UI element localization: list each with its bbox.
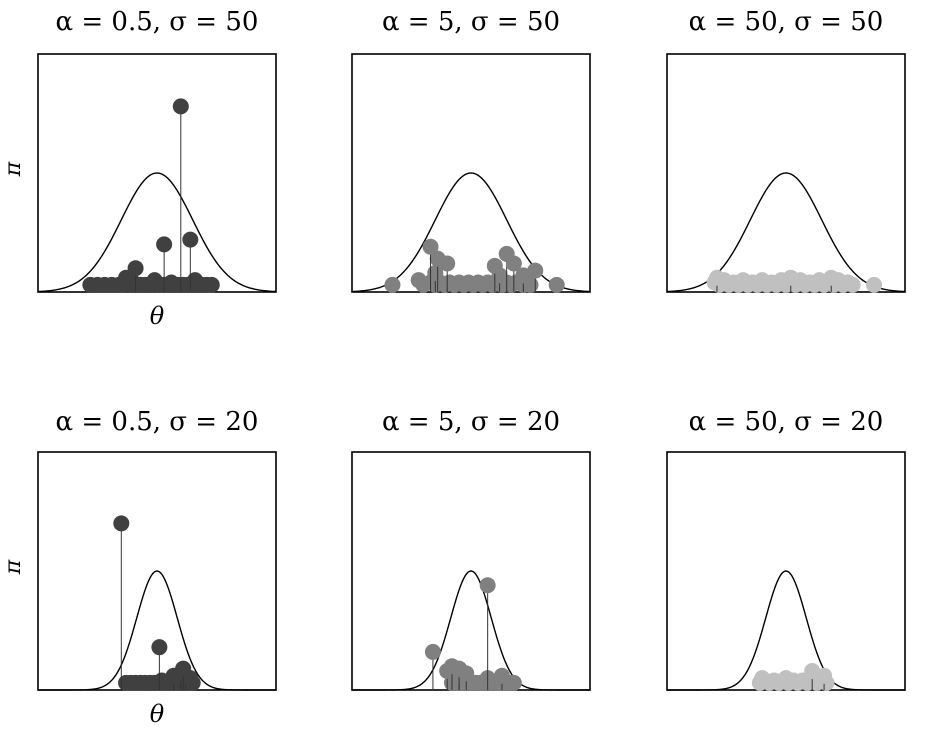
atom-point (754, 670, 771, 687)
atom-point (203, 276, 220, 293)
atom-point (175, 660, 192, 677)
atom-point (384, 276, 401, 293)
atom-point (782, 269, 799, 286)
x-axis-label: θ (150, 302, 165, 330)
atom-point (151, 639, 168, 656)
atom-point (153, 672, 170, 689)
base-measure-curve (38, 570, 276, 691)
chart-panel: α = 50, σ = 20 (666, 407, 906, 691)
chart-panel: α = 0.5, σ = 20 π θ (1, 407, 277, 728)
atom-point (427, 264, 444, 281)
atom-point (823, 269, 840, 286)
chart-panel: α = 5, σ = 50 (351, 7, 591, 293)
x-axis-label: θ (150, 700, 165, 728)
chart-panel: α = 5, σ = 20 (351, 407, 591, 691)
atom-point (527, 262, 544, 279)
atom-point (778, 670, 794, 687)
atom-point (479, 577, 496, 594)
base-measure-curve (351, 172, 591, 293)
atom-point (182, 231, 199, 248)
chart-panel: α = 50, σ = 50 (666, 7, 906, 293)
atom-point (424, 643, 441, 660)
atom-point (458, 665, 475, 682)
atom-point (125, 274, 142, 291)
atom-point (804, 662, 821, 679)
chart-title: α = 5, σ = 20 (382, 407, 560, 437)
atom-point (187, 272, 204, 289)
atom-point (429, 250, 446, 267)
y-axis-label: π (1, 161, 26, 177)
base-measure-curve (352, 570, 590, 691)
atom-point (127, 260, 144, 277)
base-measure-curve (37, 172, 277, 293)
atom-point (172, 98, 189, 115)
atom-point (708, 269, 725, 286)
chart-title: α = 0.5, σ = 50 (56, 7, 259, 37)
base-measure-curve (667, 570, 905, 691)
chart-title: α = 50, σ = 20 (689, 407, 884, 437)
atom-point (156, 236, 173, 253)
atom-point (866, 276, 883, 293)
atom-point (548, 276, 565, 293)
chart-title: α = 0.5, σ = 20 (56, 407, 259, 437)
atom-point (486, 257, 503, 274)
atom-point (146, 272, 163, 289)
atom-point (505, 255, 522, 272)
y-axis-label: π (1, 559, 26, 575)
chart-title: α = 5, σ = 50 (382, 7, 560, 37)
atom-point (113, 515, 130, 532)
atom-point (493, 667, 510, 684)
chart-panel: α = 0.5, σ = 50 π θ (1, 7, 277, 330)
atom-point (163, 274, 180, 291)
chart-title: α = 50, σ = 50 (689, 7, 884, 37)
atom-point (505, 674, 522, 691)
atom-point (422, 238, 439, 255)
atom-point (844, 276, 861, 293)
